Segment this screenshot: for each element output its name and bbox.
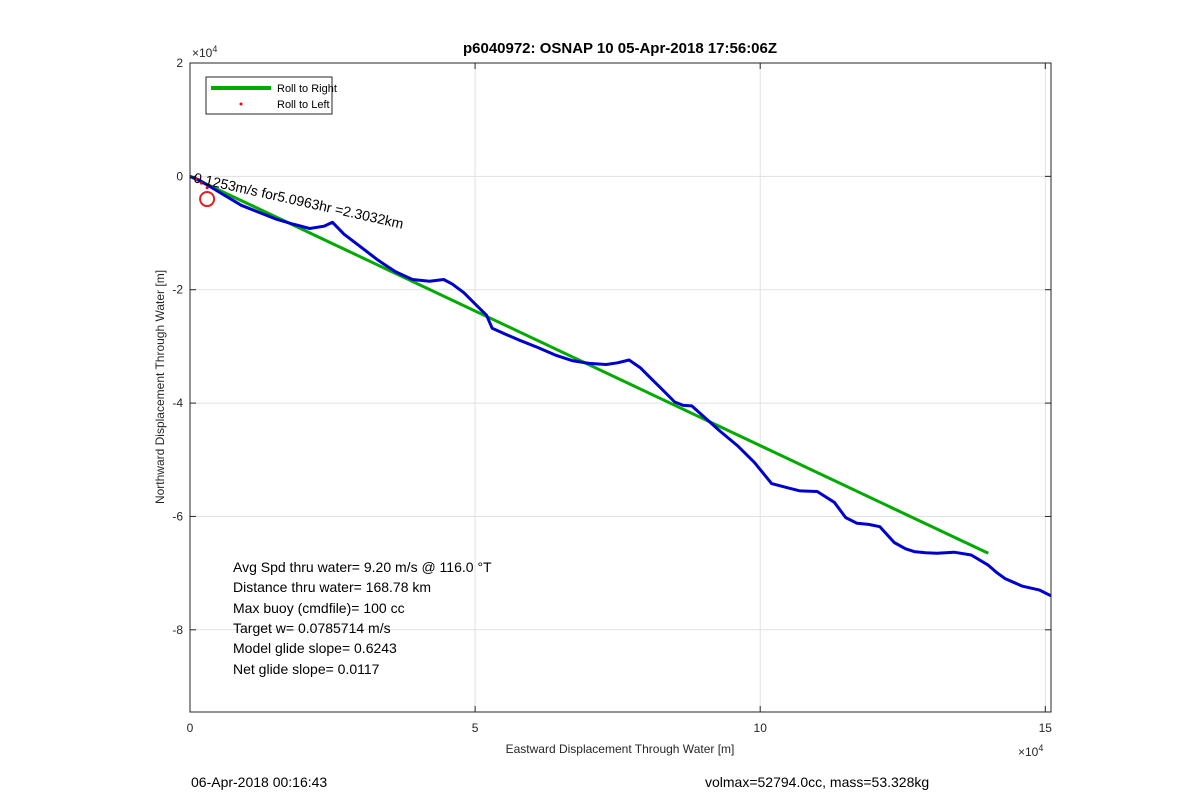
x-exponent-label: ×104	[1018, 743, 1043, 759]
series-roll-left-point	[205, 186, 209, 190]
y-tick-label: -6	[172, 509, 183, 523]
chart-title: p6040972: OSNAP 10 05-Apr-2018 17:56:06Z	[463, 40, 777, 57]
legend-swatch-roll-left	[239, 102, 243, 106]
x-tick-label: 0	[187, 721, 194, 735]
plot-series	[189, 175, 1052, 598]
y-tick-label: -4	[172, 396, 183, 410]
info-net-glide-slope: Net glide slope= 0.0117	[233, 661, 380, 677]
info-target-w: Target w= 0.0785714 m/s	[233, 620, 391, 636]
legend-label-roll-right: Roll to Right	[277, 83, 337, 95]
series-roll-left-point	[194, 177, 198, 181]
y-tick-label: -8	[172, 623, 183, 637]
y-axis-label: Northward Displacement Through Water [m]	[153, 270, 167, 504]
y-tick-label: 2	[176, 56, 183, 70]
y-tick-label: -2	[172, 283, 183, 297]
info-avg-speed: Avg Spd thru water= 9.20 m/s @ 116.0 °T	[233, 559, 492, 575]
axes-box	[189, 62, 1052, 713]
end-marker-circle	[199, 191, 216, 208]
info-distance: Distance thru water= 168.78 km	[233, 579, 431, 595]
x-tick-label: 10	[754, 721, 768, 735]
legend: Roll to Right Roll to Left	[205, 76, 337, 115]
legend-label-roll-left: Roll to Left	[277, 99, 330, 111]
x-axis-label: Eastward Displacement Through Water [m]	[506, 742, 735, 756]
info-block: Avg Spd thru water= 9.20 m/s @ 116.0 °T …	[233, 559, 492, 677]
series-roll-left-point	[199, 181, 203, 185]
legend-box	[205, 76, 333, 115]
x-tick-label: 5	[472, 721, 479, 735]
y-tick-label: 0	[176, 169, 183, 183]
info-max-buoy: Max buoy (cmdfile)= 100 cc	[233, 600, 405, 616]
x-tick-label: 15	[1039, 721, 1053, 735]
y-exponent-label: ×104	[192, 44, 217, 60]
series-track-line	[189, 175, 1052, 598]
segment-annotation: 0.1253m/s for5.0963hr =2.3032km	[192, 169, 405, 231]
footer-vol-mass: volmax=52794.0cc, mass=53.328kg	[705, 774, 929, 790]
info-model-glide-slope: Model glide slope= 0.6243	[233, 640, 397, 656]
footer-timestamp: 06-Apr-2018 00:16:43	[191, 774, 327, 790]
